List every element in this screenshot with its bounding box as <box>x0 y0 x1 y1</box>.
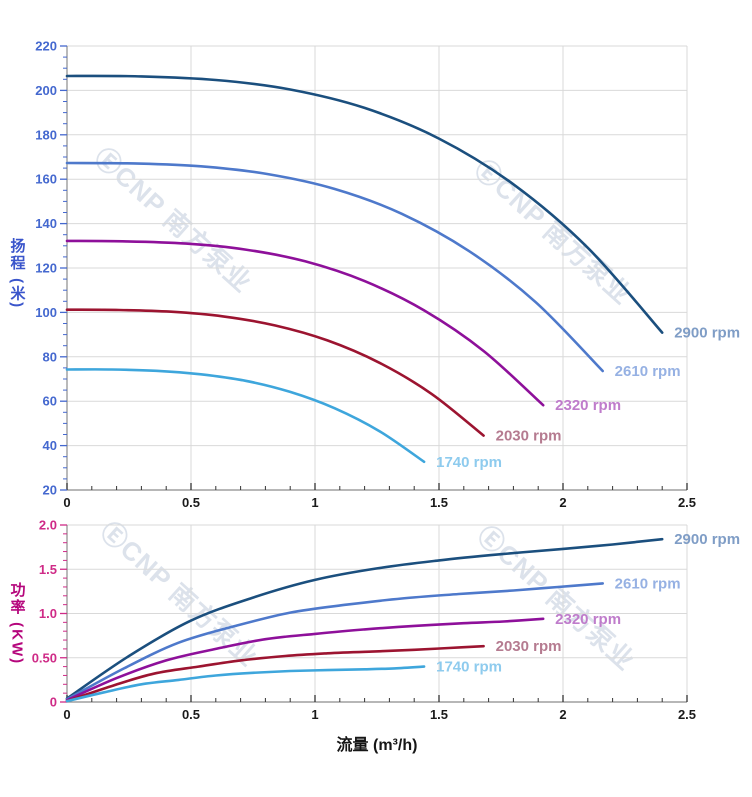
x-tick-label: 2 <box>559 495 566 510</box>
power-y-axis-title: 功率 (KW) <box>8 582 26 666</box>
y-tick-label: 120 <box>35 261 57 276</box>
y-tick-label: 40 <box>43 438 57 453</box>
y-tick-label: 220 <box>35 39 57 54</box>
curve-2320-rpm <box>65 617 545 702</box>
curve-2900-rpm <box>65 74 664 334</box>
y-tick-label: 2.0 <box>39 518 57 533</box>
y-tick-label: 80 <box>43 349 57 364</box>
curve-1740-rpm <box>65 368 426 464</box>
curve-label-2320-rpm: 2320 rpm <box>555 397 621 414</box>
head-y-axis-title: 扬程 (米) <box>8 238 26 310</box>
x-axis-title: 流量 (m³/h) <box>336 737 418 754</box>
curve-label-2030-rpm: 2030 rpm <box>496 428 562 445</box>
x-tick-label: 1.5 <box>430 707 448 722</box>
curve-label-2900-rpm: 2900 rpm <box>674 325 740 342</box>
curve-label-1740-rpm: 1740 rpm <box>436 454 502 471</box>
x-tick-label: 2.5 <box>678 707 696 722</box>
y-tick-label: 140 <box>35 216 57 231</box>
x-tick-label: 0 <box>63 495 70 510</box>
x-tick-label: 0.5 <box>182 707 200 722</box>
curve-label-1740-rpm: 1740 rpm <box>436 659 502 676</box>
y-tick-label: 0 <box>50 695 57 710</box>
y-tick-label: 100 <box>35 305 57 320</box>
curve-label-2030-rpm: 2030 rpm <box>496 638 562 655</box>
curve-2610-rpm <box>65 582 604 701</box>
x-tick-label: 1 <box>311 495 318 510</box>
curve-label-2900-rpm: 2900 rpm <box>674 531 740 548</box>
curve-2030-rpm <box>65 308 485 437</box>
x-tick-label: 1 <box>311 707 318 722</box>
curve-label-2610-rpm: 2610 rpm <box>615 575 681 592</box>
y-tick-label: 60 <box>43 394 57 409</box>
curve-label-2320-rpm: 2320 rpm <box>555 611 621 628</box>
y-tick-label: 1.0 <box>39 606 57 621</box>
y-tick-label: 200 <box>35 83 57 98</box>
curve-2030-rpm <box>65 644 485 703</box>
y-tick-label: 180 <box>35 127 57 142</box>
curve-label-2610-rpm: 2610 rpm <box>615 363 681 380</box>
x-tick-label: 0.5 <box>182 495 200 510</box>
x-tick-label: 1.5 <box>430 495 448 510</box>
curve-2610-rpm <box>65 161 604 373</box>
x-tick-label: 0 <box>63 707 70 722</box>
x-tick-label: 2 <box>559 707 566 722</box>
x-tick-label: 2.5 <box>678 495 696 510</box>
y-tick-label: 20 <box>43 483 57 498</box>
curve-2320-rpm <box>65 239 545 407</box>
curve-1740-rpm <box>65 665 426 703</box>
y-tick-label: 1.5 <box>39 562 57 577</box>
y-tick-label: 160 <box>35 172 57 187</box>
curve-2900-rpm <box>65 537 664 700</box>
y-tick-label: 0.50 <box>32 650 57 665</box>
